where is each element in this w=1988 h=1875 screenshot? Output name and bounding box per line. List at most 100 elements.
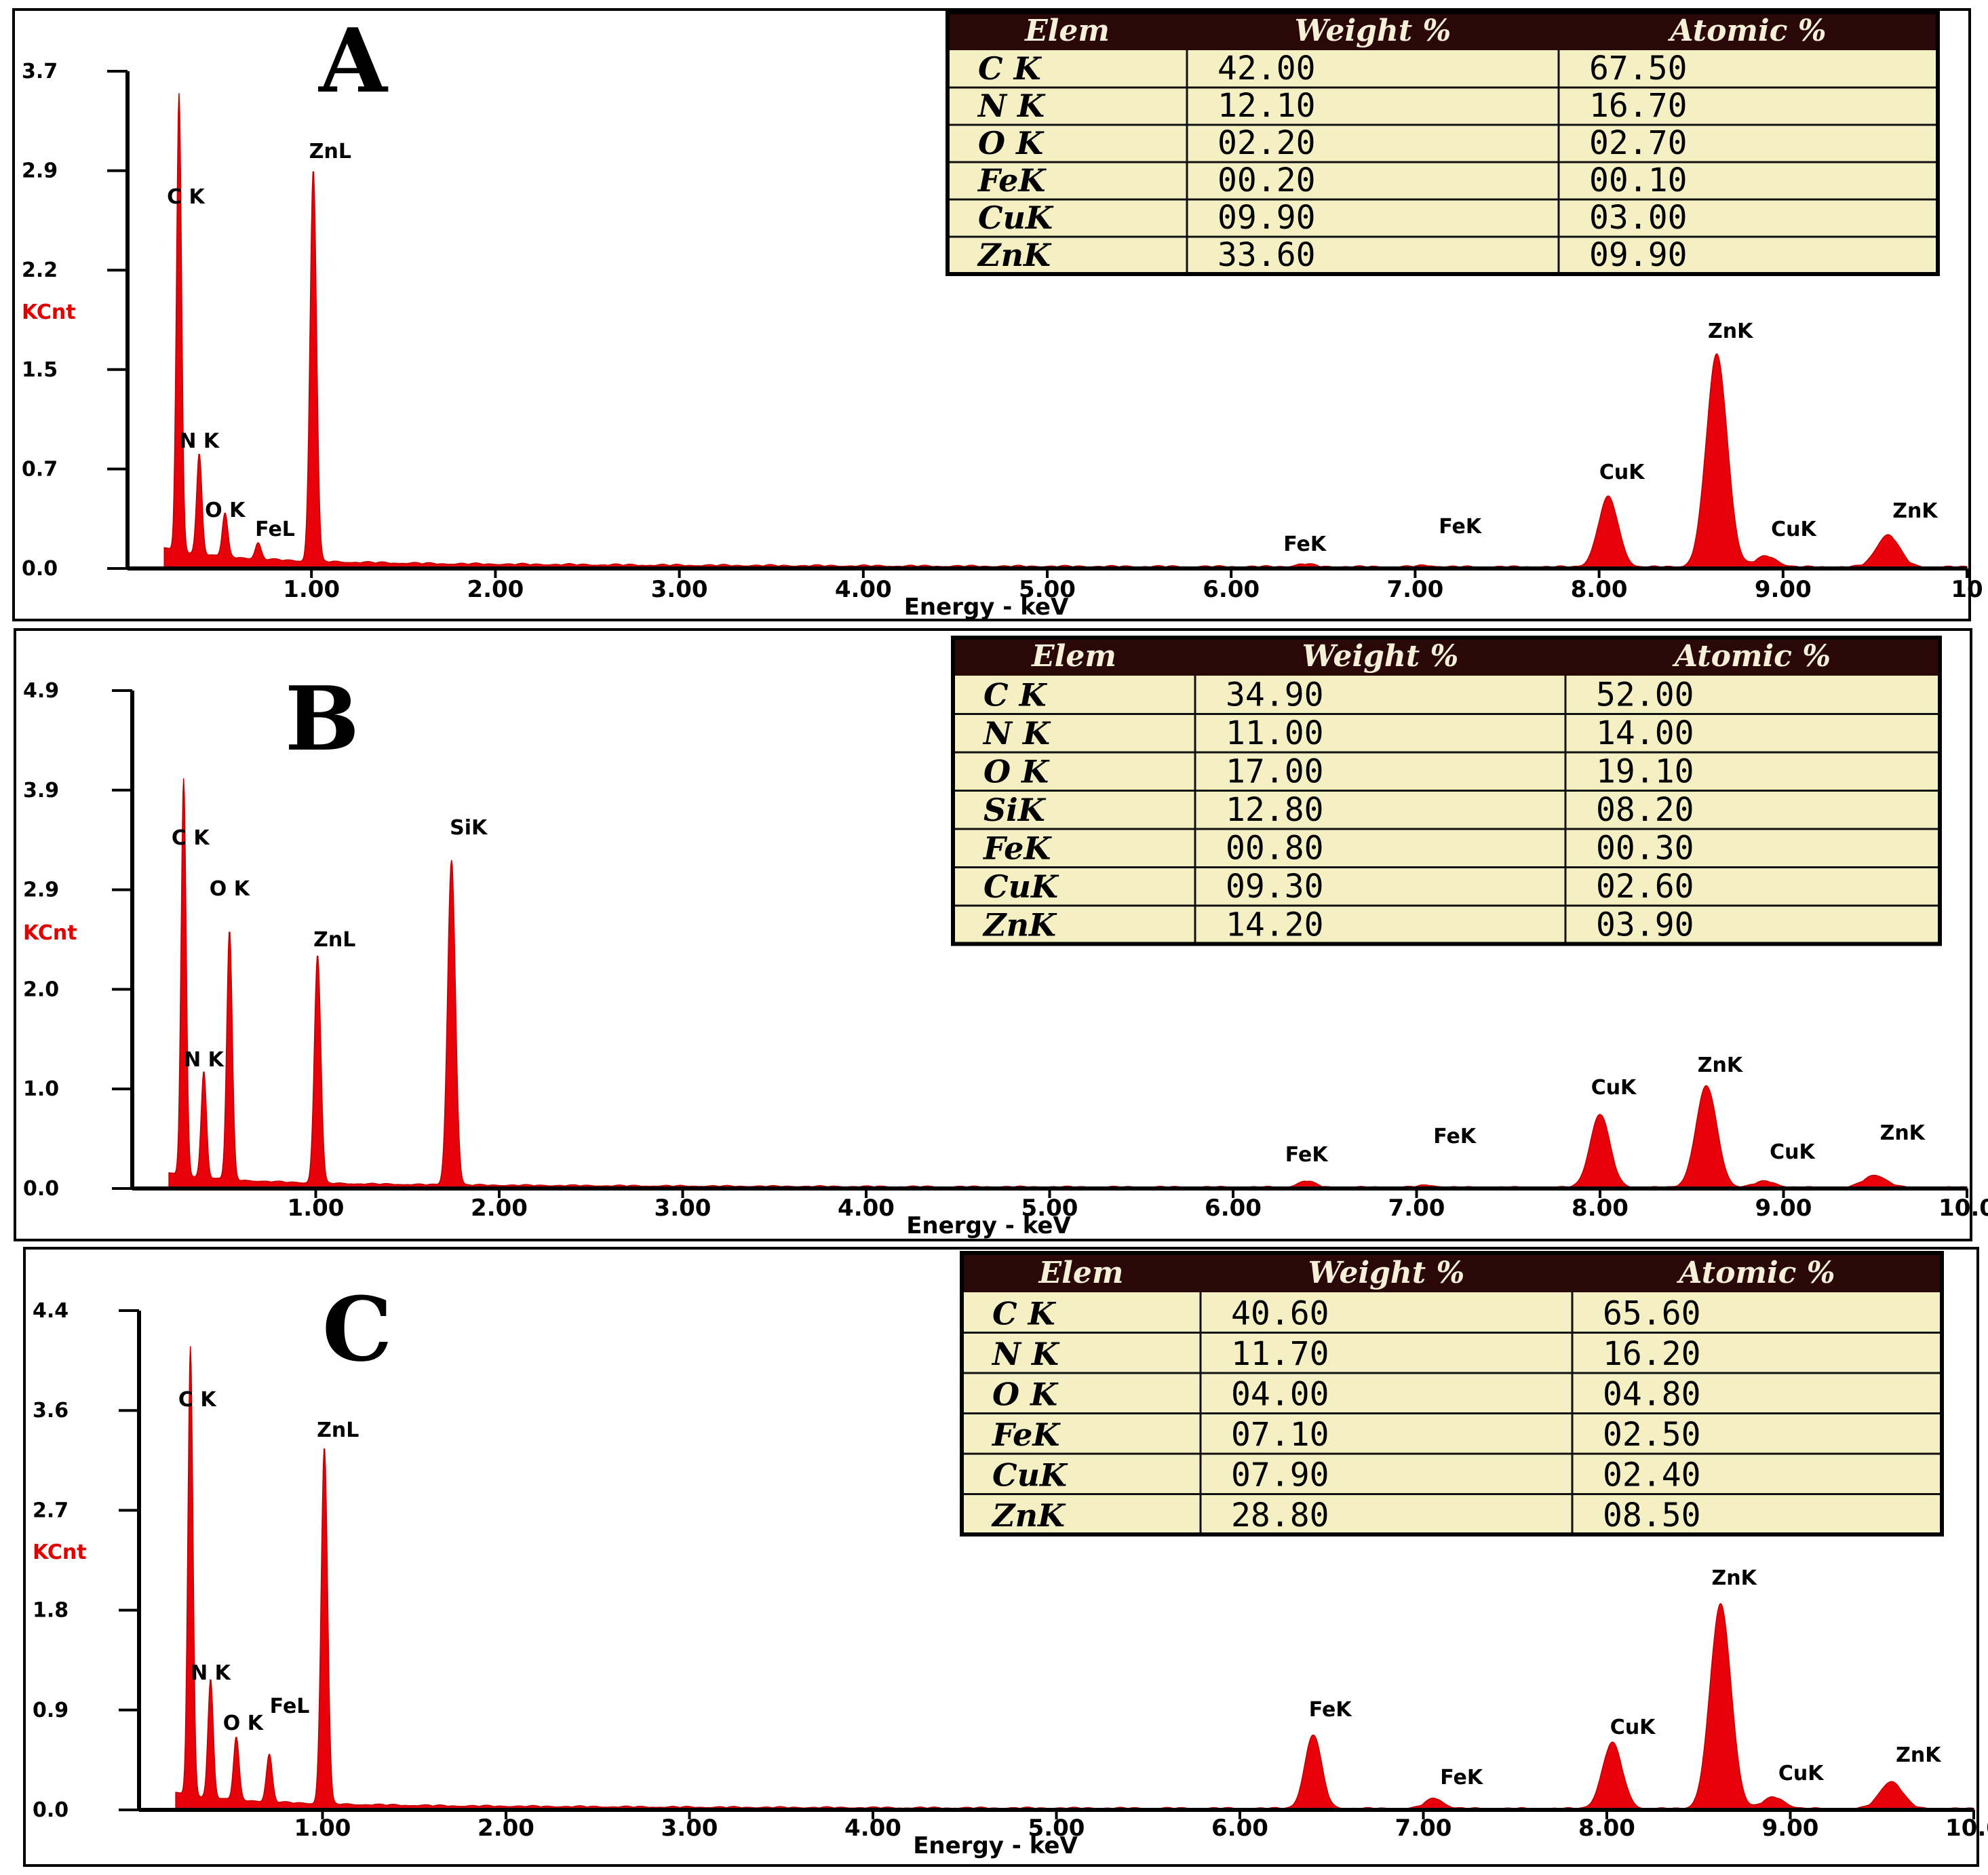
table-cell-element: C K	[992, 1296, 1057, 1332]
x-tick-label: 8.00	[1572, 1195, 1629, 1222]
table-cell-weight: 09.30	[1226, 868, 1324, 906]
x-tick-label: 8.00	[1571, 576, 1628, 603]
peak-label: C K	[172, 826, 210, 850]
table-cell-element: N K	[977, 88, 1046, 124]
y-tick-label: 0.7	[22, 457, 58, 481]
table-cell-element: O K	[978, 125, 1045, 161]
composition-table: Elem Weight % Atomic % C K 40.60 65.60 N K 11.7…	[960, 1251, 1944, 1536]
y-tick-label: 3.6	[33, 1399, 69, 1423]
y-tick-label: 1.8	[33, 1599, 69, 1623]
y-tick-label: 4.9	[23, 679, 59, 703]
peak-label: ZnK	[1712, 1566, 1758, 1590]
table-cell-element: N K	[991, 1336, 1060, 1372]
peak-label: ZnL	[313, 928, 355, 952]
y-tick-label: 2.9	[23, 878, 59, 902]
peak-label: FeK	[1433, 1125, 1477, 1148]
table-cell-element: C K	[983, 677, 1048, 714]
table-cell-weight: 04.00	[1231, 1376, 1329, 1414]
x-tick-label: 10	[1951, 576, 1983, 603]
table-cell-element: CuK	[983, 868, 1059, 905]
table-cell-atomic: 67.50	[1589, 50, 1688, 88]
peak-label: O K	[223, 1712, 265, 1735]
table-cell-atomic: 03.90	[1596, 906, 1694, 944]
table-cell-element: O K	[983, 754, 1050, 790]
table-cell-atomic: 14.00	[1596, 714, 1694, 752]
table-cell-weight: 17.00	[1226, 753, 1324, 791]
table-body	[948, 12, 1938, 274]
peak-label: C K	[167, 185, 206, 209]
x-tick-label: 10.0	[1938, 1195, 1988, 1222]
x-tick-label: 2.00	[477, 1815, 534, 1842]
table-cell-weight: 34.90	[1226, 676, 1324, 714]
table-cell-weight: 00.20	[1217, 161, 1316, 199]
table-cell-atomic: 04.80	[1603, 1376, 1701, 1414]
peak-label: ZnL	[317, 1418, 359, 1442]
x-tick-label: 9.00	[1755, 576, 1812, 603]
y-tick-label: 3.9	[23, 779, 59, 803]
x-tick-label: 4.00	[835, 576, 892, 603]
table-cell-atomic: 08.20	[1596, 791, 1694, 829]
y-tick-label: 2.9	[22, 159, 58, 183]
peak-label: FeK	[1283, 533, 1327, 556]
table-header-cell: Weight %	[1295, 14, 1451, 48]
table-cell-weight: 28.80	[1231, 1496, 1329, 1534]
peak-label: ZnK	[1698, 1054, 1744, 1077]
table-cell-weight: 40.60	[1231, 1295, 1329, 1333]
composition-table: Elem Weight % Atomic % C K 34.90 52.00 N K 11.0…	[951, 636, 1942, 946]
y-tick-label: 0.0	[22, 557, 58, 581]
x-tick-label: 4.00	[838, 1195, 895, 1222]
table-header-cell: Weight %	[1308, 1256, 1465, 1290]
panel-letter: A	[317, 9, 389, 113]
peak-label: N K	[179, 429, 220, 453]
peak-label: CuK	[1591, 1076, 1637, 1100]
table-cell-element: N K	[982, 715, 1051, 752]
panel-letter: B	[285, 667, 359, 771]
eds-panel-c: 0.0 0.9 1.8 2.7 3.6 4.4 1.00 2.00 3.00 4.00 5.00 6.…	[23, 1247, 1988, 1867]
table-cell-element: ZnK	[982, 907, 1057, 944]
table-cell-element: FeK	[982, 830, 1052, 867]
table-header-bar	[953, 638, 1940, 676]
y-tick-label: 2.7	[33, 1499, 69, 1522]
peak-label: FeK	[1309, 1698, 1353, 1722]
x-tick-label: 3.00	[651, 576, 708, 603]
table-body	[962, 1253, 1942, 1534]
x-tick-label: 9.00	[1755, 1195, 1812, 1222]
table-header-cell: Weight %	[1302, 639, 1459, 674]
x-tick-label: 3.00	[655, 1195, 712, 1222]
y-axis-label: KCnt	[33, 1541, 87, 1564]
table-header-cell: Elem	[1038, 1256, 1124, 1290]
table-cell-element: ZnK	[991, 1497, 1066, 1534]
peak-label: FeK	[1440, 1766, 1484, 1790]
x-tick-label: 2.00	[467, 576, 524, 603]
eds-panel-b: 0.0 1.0 2.0 2.9 3.9 4.9 1.00 2.00 3.00 4.00 5.00 6.…	[14, 628, 1988, 1241]
table-cell-weight: 09.90	[1217, 199, 1316, 237]
table-border	[951, 636, 1942, 946]
table-cell-element: FeK	[991, 1416, 1061, 1453]
peak-label: C K	[178, 1388, 217, 1412]
table-cell-atomic: 09.90	[1589, 236, 1688, 274]
x-tick-label: 3.00	[661, 1815, 718, 1842]
x-tick-label: 5.00	[1021, 1195, 1078, 1222]
y-tick-label: 0.9	[33, 1699, 69, 1722]
table-cell-atomic: 02.40	[1603, 1456, 1701, 1494]
y-axis-label: KCnt	[23, 921, 77, 945]
composition-table: Elem Weight % Atomic % C K 42.00 67.50 N K 12.1…	[946, 10, 1940, 276]
table-cell-atomic: 65.60	[1603, 1295, 1701, 1333]
x-tick-label: 10.0	[1945, 1815, 1988, 1842]
x-axis-label: Energy - keV	[904, 594, 1069, 621]
table-header-cell: Elem	[1024, 14, 1110, 48]
peak-label: FeL	[255, 518, 295, 541]
x-tick-label: 5.00	[1028, 1815, 1085, 1842]
peak-label: ZnK	[1708, 320, 1754, 343]
table-cell-weight: 07.10	[1231, 1416, 1329, 1454]
table-cell-atomic: 00.10	[1589, 161, 1688, 199]
table-cell-element: CuK	[992, 1457, 1068, 1494]
y-tick-label: 2.2	[22, 258, 58, 282]
peak-label: FeK	[1285, 1143, 1329, 1167]
table-cell-atomic: 16.70	[1589, 87, 1688, 125]
peak-label: FeL	[270, 1695, 310, 1718]
x-tick-label: 5.00	[1019, 576, 1076, 603]
peak-label: CuK	[1771, 518, 1817, 541]
x-tick-label: 6.00	[1205, 1195, 1262, 1222]
